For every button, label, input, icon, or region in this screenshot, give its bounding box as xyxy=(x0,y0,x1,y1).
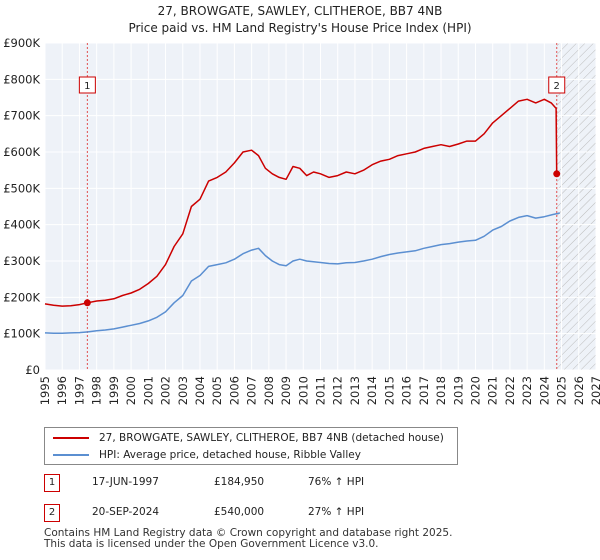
sale-date: 20-SEP-2024 xyxy=(92,506,160,518)
x-tick-label: 2024 xyxy=(537,376,551,405)
x-tick-label: 2023 xyxy=(520,376,534,405)
legend-label-hpi: HPI: Average price, detached house, Ribb… xyxy=(99,449,361,461)
y-tick-label: £100K xyxy=(3,327,40,341)
sale-label-box xyxy=(548,76,566,94)
footer-line-1: Contains HM Land Registry data © Crown c… xyxy=(44,527,453,539)
x-tick-label: 2012 xyxy=(331,376,345,405)
sale-price: £184,950 xyxy=(214,476,265,488)
x-tick-label: 2000 xyxy=(124,376,138,405)
sale-hpi-change: 27% ↑ HPI xyxy=(308,506,365,518)
x-tick-label: 2019 xyxy=(451,376,465,405)
x-tick-label: 2016 xyxy=(400,376,414,405)
sale-marker-badge: 2 xyxy=(44,504,60,522)
legend-item-property: 27, BROWGATE, SAWLEY, CLITHEROE, BB7 4NB… xyxy=(53,430,444,446)
plot-area: £0 £100K £200K £300K £400K £500K £600K £700K £80… xyxy=(3,36,600,405)
x-tick-label: 2014 xyxy=(365,376,379,405)
legend-item-hpi: HPI: Average price, detached house, Ribb… xyxy=(53,447,361,463)
x-tick-label: 2005 xyxy=(210,376,224,405)
x-tick-label: 1998 xyxy=(90,376,104,405)
y-tick-label: £900K xyxy=(3,36,40,50)
x-tick-label: 2027 xyxy=(589,376,600,405)
footer-line-2: This data is licensed under the Open Gov… xyxy=(44,538,379,550)
x-tick-label: 2009 xyxy=(279,376,293,405)
x-tick-label: 2008 xyxy=(262,376,276,405)
hpi-series-line xyxy=(44,212,560,335)
x-tick-label: 2007 xyxy=(245,376,259,405)
y-tick-label: £600K xyxy=(3,145,40,159)
x-tick-label: 2021 xyxy=(486,376,500,405)
legend-swatch-hpi xyxy=(53,454,89,456)
sale-label-box xyxy=(78,76,96,94)
sale-point xyxy=(83,299,91,307)
forecast-hatch-region xyxy=(556,43,596,370)
x-tick-label: 1995 xyxy=(38,376,52,405)
sale-date: 17-JUN-1997 xyxy=(92,476,159,488)
x-tick-label: 2002 xyxy=(159,376,173,405)
sale-price: £540,000 xyxy=(214,506,265,518)
sale-hpi-change: 76% ↑ HPI xyxy=(308,476,365,488)
x-tick-label: 1996 xyxy=(55,376,69,405)
y-tick-label: £400K xyxy=(3,218,40,232)
sale-marker-badge: 1 xyxy=(44,474,60,492)
legend: 27, BROWGATE, SAWLEY, CLITHEROE, BB7 4NB… xyxy=(44,427,458,465)
x-tick-label: 1999 xyxy=(107,376,121,405)
chart-subtitle: Price paid vs. HM Land Registry's House … xyxy=(128,21,471,35)
sale-row: 1 17-JUN-1997 £184,950 76% ↑ HPI xyxy=(44,474,564,492)
x-tick-label: 2006 xyxy=(227,376,241,405)
x-tick-label: 2026 xyxy=(572,376,586,405)
sale-label-text: 2 xyxy=(554,81,560,92)
x-tick-label: 2022 xyxy=(503,376,517,405)
x-tick-label: 2017 xyxy=(417,376,431,405)
x-tick-label: 2004 xyxy=(193,376,207,405)
y-tick-label: £800K xyxy=(3,72,40,86)
legend-swatch-property xyxy=(53,437,89,439)
x-tick-label: 2003 xyxy=(176,376,190,405)
legend-label-property: 27, BROWGATE, SAWLEY, CLITHEROE, BB7 4NB… xyxy=(99,432,444,444)
chart-title: 27, BROWGATE, SAWLEY, CLITHEROE, BB7 4NB xyxy=(158,4,443,18)
x-tick-label: 2013 xyxy=(348,376,362,405)
sale-row: 2 20-SEP-2024 £540,000 27% ↑ HPI xyxy=(44,504,564,522)
sale-label-text: 1 xyxy=(84,81,90,92)
price-chart: 27, BROWGATE, SAWLEY, CLITHEROE, BB7 4NB… xyxy=(3,4,600,405)
x-tick-label: 2011 xyxy=(314,376,328,405)
y-tick-label: £200K xyxy=(3,290,40,304)
x-tick-label: 2020 xyxy=(468,376,482,405)
property-series-line xyxy=(44,98,558,307)
x-tick-label: 1997 xyxy=(72,376,86,405)
y-tick-label: £300K xyxy=(3,254,40,268)
footer-notice: Contains HM Land Registry data © Crown c… xyxy=(44,528,452,550)
x-tick-label: 2025 xyxy=(555,376,569,405)
x-tick-label: 2018 xyxy=(434,376,448,405)
x-tick-label: 2001 xyxy=(141,376,155,405)
y-tick-label: £500K xyxy=(3,181,40,195)
y-tick-label: £0 xyxy=(25,363,40,377)
y-tick-label: £700K xyxy=(3,109,40,123)
x-tick-label: 2015 xyxy=(382,376,396,405)
x-tick-label: 2010 xyxy=(296,376,310,405)
sale-point xyxy=(553,170,561,178)
